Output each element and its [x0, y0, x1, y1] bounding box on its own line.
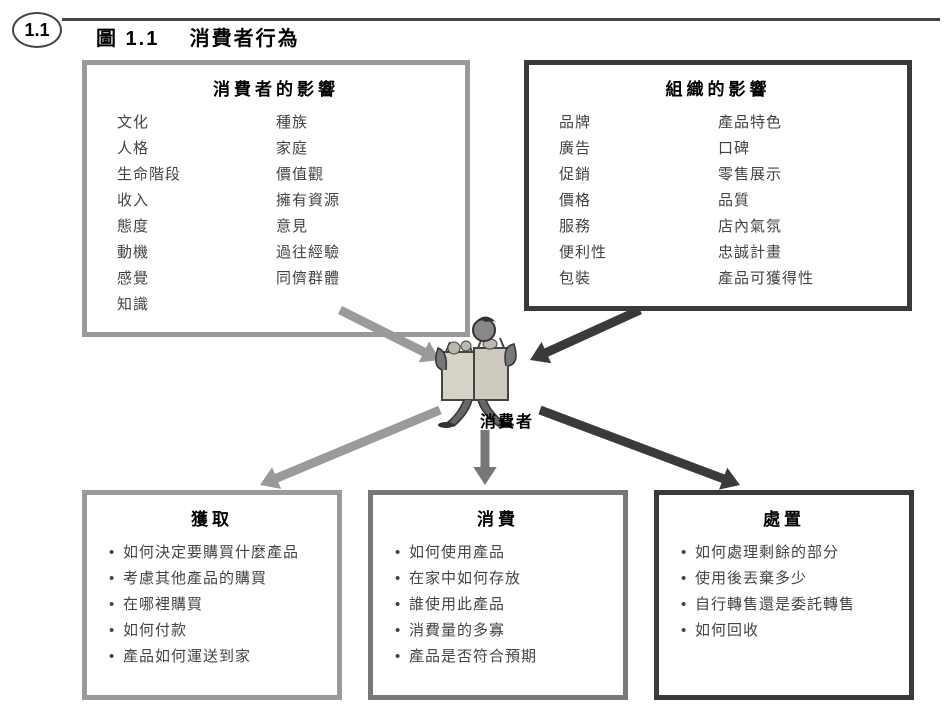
arrow-shaft: [270, 410, 440, 481]
figure-number-badge: 1.1: [12, 12, 62, 48]
arrow-shaft: [540, 310, 640, 356]
arrow-shaft: [540, 410, 730, 481]
arrow-head: [473, 467, 496, 485]
consumer-label: 消費者: [480, 408, 534, 432]
arrow-shaft: [340, 310, 430, 355]
